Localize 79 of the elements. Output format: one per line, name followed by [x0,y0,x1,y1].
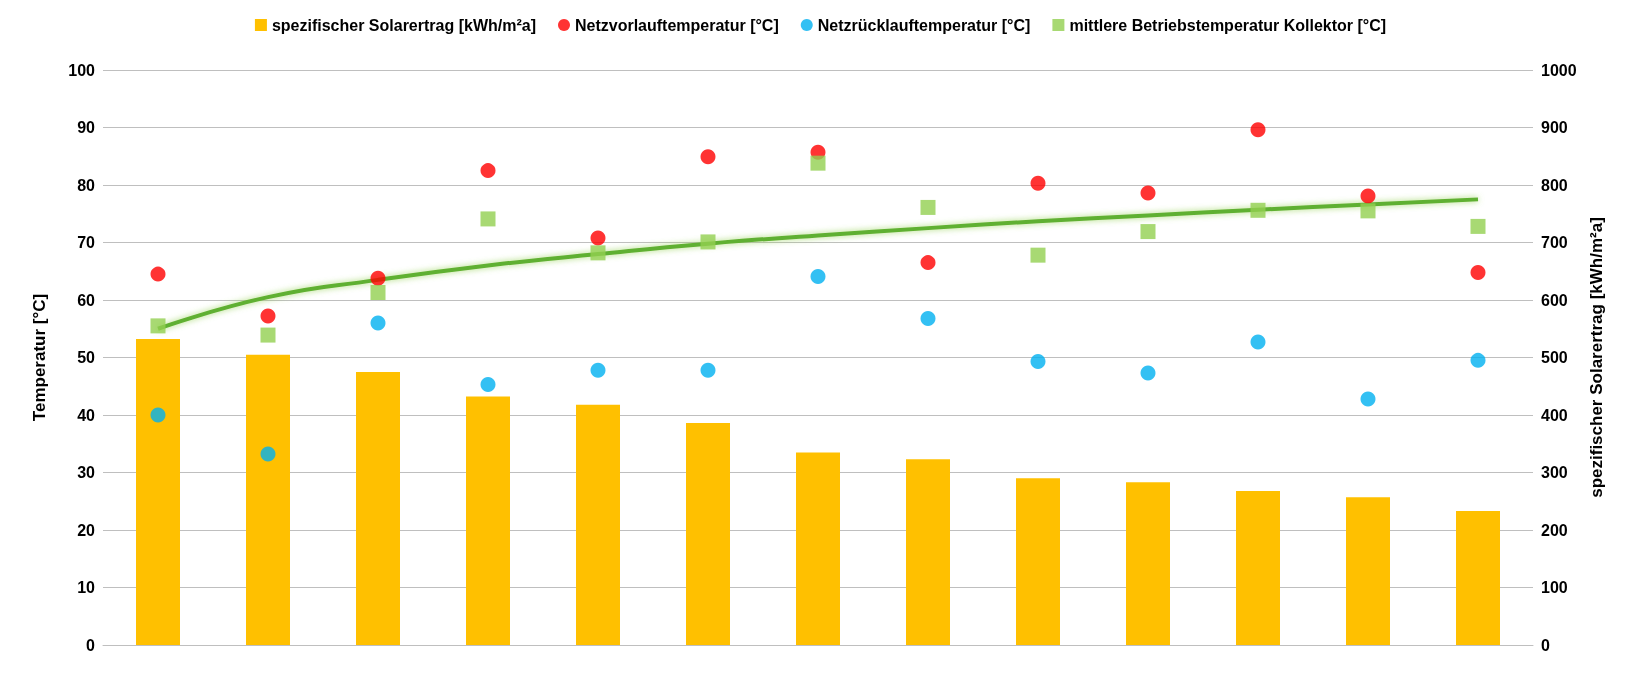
point [1250,202,1266,218]
y-tick-label: 30 [77,464,96,481]
y2-tick-label: 600 [1541,291,1568,309]
y-tick-label: 60 [77,291,96,309]
point [590,230,606,246]
y2-tick-label: 1000 [1541,61,1577,79]
bar [796,452,840,645]
y-tick-label: 40 [77,406,96,424]
point [590,245,606,261]
y-tick-label: 0 [86,636,96,654]
point [150,266,166,282]
y2-tick-label: 900 [1541,119,1568,136]
point [480,163,496,179]
point [1030,354,1046,370]
bar [576,404,620,645]
point [1360,391,1376,407]
y2-tick-label: 0 [1541,636,1550,654]
point [700,234,716,250]
legend-label: Netzrücklauftemperatur [°C] [817,16,1031,34]
point [920,310,936,326]
legend-label: spezifischer Solarertrag [kWh/m²a] [271,16,536,34]
point [1470,218,1486,234]
point [1360,188,1376,204]
y-axis-title: Temperatur [°C] [30,293,49,422]
bar [1236,490,1280,645]
point [1470,264,1486,280]
point [370,270,386,286]
point [260,446,276,462]
point [1140,185,1156,201]
point [480,211,496,227]
point [150,407,166,423]
bar [1126,482,1170,645]
point [1250,122,1266,138]
y2-tick-label: 700 [1541,234,1568,251]
point [1030,247,1046,263]
bar [1346,497,1390,645]
bar [686,423,730,645]
point [1140,224,1156,240]
point [1470,352,1486,368]
bar [906,459,950,645]
point [370,285,386,301]
point [700,362,716,378]
point [920,255,936,271]
point [920,199,936,215]
y-tick-label: 70 [77,234,96,251]
y-tick-label: 50 [77,349,96,366]
y2-tick-label: 100 [1541,579,1568,596]
point [1360,203,1376,219]
y-tick-label: 10 [77,579,96,596]
point [810,155,826,171]
point [1030,175,1046,191]
y-tick-label: 100 [68,61,96,79]
bar [356,371,400,645]
point [370,315,386,331]
y2-axis-title: spezifischer Solarertrag [kWh/m²a] [1587,217,1606,498]
point [700,149,716,165]
legend-label: mittlere Betriebstemperatur Kollektor [°C] [1069,16,1387,34]
point [810,268,826,284]
point [480,377,496,393]
point [1250,334,1266,350]
y2-tick-label: 400 [1541,406,1568,424]
bar [466,396,510,645]
bar [1456,511,1500,645]
y-tick-label: 90 [77,119,96,136]
bar [136,339,180,645]
y-tick-label: 80 [77,176,96,194]
bar [246,354,290,645]
y2-tick-label: 300 [1541,464,1568,481]
point [260,327,276,343]
point [1140,365,1156,381]
y2-tick-label: 200 [1541,521,1568,539]
y2-tick-label: 500 [1541,349,1568,366]
y2-tick-label: 800 [1541,176,1568,194]
legend-label: Netzvorlauftemperatur [°C] [574,16,779,34]
point [260,308,276,324]
point [590,362,606,378]
y-tick-label: 20 [77,521,96,539]
point [150,318,166,334]
bar [1016,478,1060,645]
